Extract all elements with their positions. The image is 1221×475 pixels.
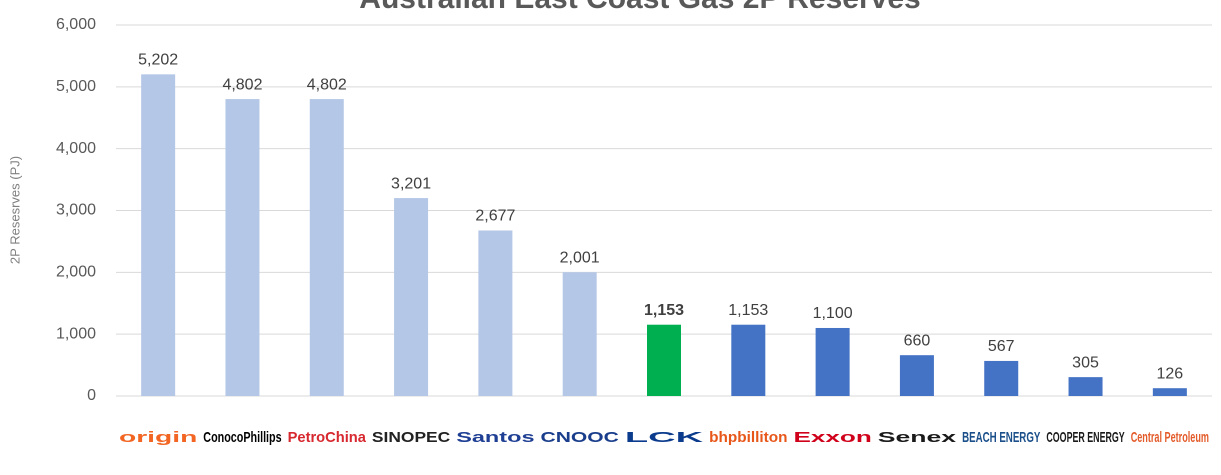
y-tick-label: 5,000 <box>56 78 96 95</box>
bar <box>478 230 513 396</box>
value-label: 2,677 <box>475 208 515 225</box>
y-tick-label: 2,000 <box>56 264 96 281</box>
bar <box>225 99 260 397</box>
x-tick-label: BEACH ENERGY <box>962 429 1040 446</box>
x-tick-label: SINOPEC <box>372 429 451 446</box>
x-tick-label: Santos <box>456 429 534 446</box>
bar <box>394 198 429 396</box>
x-tick-label: Central Petroleum <box>1131 429 1209 446</box>
x-tick-label: LCK <box>625 429 704 446</box>
value-label: 660 <box>904 332 931 349</box>
value-label: 1,100 <box>813 305 853 322</box>
bar <box>141 74 176 396</box>
bar <box>984 360 1019 396</box>
value-label: 1,153 <box>728 302 768 319</box>
y-axis-label: 2P Resesrves (PJ) <box>7 156 22 264</box>
x-tick-label: ConocoPhillips <box>203 429 281 446</box>
bar <box>815 327 850 396</box>
x-tick-label: CNOOC <box>541 429 620 446</box>
value-label: 3,201 <box>391 175 431 192</box>
value-label: 2,001 <box>560 249 600 266</box>
x-tick-label: bhpbilliton <box>709 429 787 446</box>
y-tick-label: 4,000 <box>56 140 96 157</box>
x-tick-label: Senex <box>878 429 957 446</box>
x-tick-label: origin <box>119 429 197 446</box>
bar <box>309 99 344 397</box>
bar <box>899 355 934 396</box>
value-label: 1,153 <box>644 302 684 319</box>
value-label: 4,802 <box>307 76 347 93</box>
value-label: 126 <box>1156 365 1183 382</box>
value-label: 4,802 <box>222 76 262 93</box>
x-tick-label: PetroChina <box>288 429 367 446</box>
x-tick-label: Exxon <box>793 429 871 446</box>
bar <box>562 272 597 396</box>
bar <box>1152 388 1187 396</box>
bar <box>731 324 766 396</box>
bar <box>1068 377 1103 396</box>
value-label: 305 <box>1072 354 1099 371</box>
value-label: 567 <box>988 338 1015 355</box>
x-tick-label: COOPER ENERGY <box>1046 429 1124 446</box>
bar <box>647 324 681 396</box>
y-tick-label: 3,000 <box>56 202 96 219</box>
chart-title: Australian East Coast Gas 2P Reserves <box>359 0 920 15</box>
y-tick-label: 6,000 <box>56 16 96 33</box>
y-tick-label: 1,000 <box>56 325 96 342</box>
value-label: 5,202 <box>138 52 178 69</box>
y-tick-label: 0 <box>87 387 96 404</box>
